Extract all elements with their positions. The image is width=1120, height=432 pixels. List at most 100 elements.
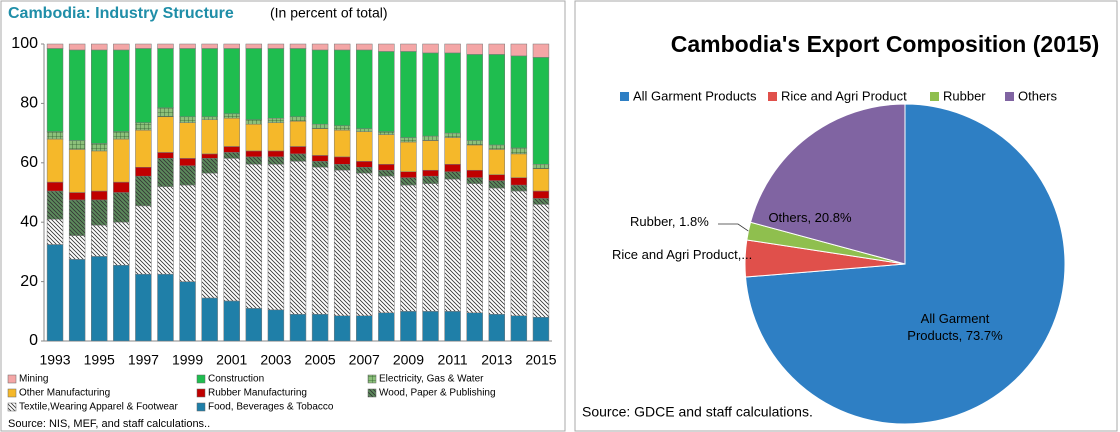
bar-segment [333,129,351,158]
bar-segment [422,311,439,342]
bar-segment [311,49,329,125]
bar-segment [311,161,329,168]
bar-segment [444,164,461,172]
bar-segment [311,123,329,129]
bar-segment [532,198,550,205]
bar-segment [157,152,174,159]
bar-segment [444,132,461,138]
bar-segment [532,316,550,342]
bar-segment [113,43,130,51]
bar-segment [201,43,218,49]
bar-segment [245,156,263,165]
bar-segment [157,186,174,275]
bar-segment [91,190,108,201]
left-frame [0,0,566,432]
bar-segment [201,48,218,118]
bar-segment [46,48,64,132]
bar-segment [201,153,218,159]
bar-segment [510,190,528,317]
bar-segment [356,167,373,174]
legend-swatch [7,388,17,398]
bar-segment [267,156,285,165]
bar-segment [333,156,351,165]
legend-label: Textile,Wearing Apparel & Footwear [19,402,178,413]
bar-segment [356,315,373,342]
bar-segment [466,54,483,141]
bar-segment [444,43,461,54]
bar-segment [400,177,417,186]
bar-segment [400,141,417,172]
bar-segment [532,43,550,58]
legend-label: Construction [208,374,264,385]
source: Source: GDCE and staff calculations. [582,404,813,420]
bar-segment [510,315,528,342]
bar-segment [157,273,174,342]
leader-line [718,223,749,232]
bar-segment [135,48,152,123]
bar-segment [113,221,130,266]
bar-segment [289,146,307,155]
bar-segment [532,168,550,192]
bar-segment [333,315,351,342]
bar-segment [179,48,196,118]
bar-segment [488,43,505,55]
legend-swatch [367,374,377,384]
bar-segment [532,204,550,318]
bar-segment [68,140,86,150]
bar-segment [179,281,196,342]
bar-segment [91,43,108,51]
legend-label: Wood, Paper & Publishing [379,388,496,399]
bar-segment [135,167,152,177]
bar-segment [91,256,108,342]
bar-segment [333,125,351,131]
bar-segment [267,150,285,158]
bar-segment [422,135,439,141]
legend-swatch [196,402,206,412]
data-label: Others, 20.8% [768,210,852,225]
x-tick-label: 1995 [84,352,115,368]
bar-segment [466,140,483,146]
bar-segment [311,167,329,315]
bar-segment [333,169,351,317]
bar-segment [422,175,439,184]
bar-segment [422,183,439,312]
legend-label: Others [1018,88,1058,103]
bar-segment [91,199,108,226]
bar-segment [422,169,439,177]
bar-segment [68,199,86,236]
legend-swatch [620,92,629,101]
bar-segment [201,158,218,174]
bar-segment [400,43,417,52]
bar-segment [400,184,417,312]
bar-segment [179,116,196,123]
bar-segment [135,175,152,207]
legend-label: All Garment Products [633,88,757,103]
legend-label: Mining [19,374,48,385]
bar-segment [311,155,329,162]
bar-segment [466,43,483,55]
legend-swatch [7,374,17,384]
bar-segment [378,131,395,135]
source: Source: NIS, MEF, and staff calculations… [8,418,210,430]
y-tick-label: 80 [20,95,38,112]
bar-segment [245,150,263,158]
x-tick-label: 2013 [481,352,512,368]
bar-segment [157,116,174,153]
bar-segment [289,116,307,122]
bar-segment [444,52,461,134]
bar-segment [267,118,285,123]
bar-segment [135,205,152,275]
bar-segment [135,122,152,131]
bar-segment [400,51,417,138]
x-tick-label: 2007 [349,352,380,368]
bar-segment [157,43,174,49]
bar-segment [333,43,351,51]
bar-segment [378,51,395,132]
x-tick-label: 2011 [438,352,468,368]
right-frame [574,0,1118,432]
bar-segment [422,52,439,137]
bar-segment [267,309,285,342]
bar-segment [46,181,64,192]
bar-segment [46,190,64,220]
